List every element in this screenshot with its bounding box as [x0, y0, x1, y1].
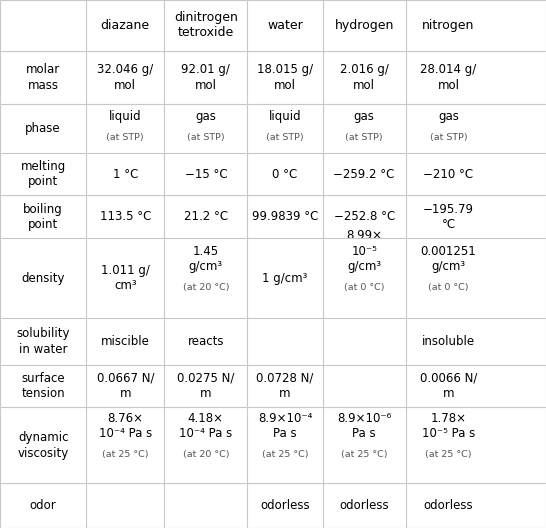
- Text: (at STP): (at STP): [266, 134, 304, 143]
- Text: miscible: miscible: [101, 335, 150, 348]
- Text: 8.99×
10⁻⁵
g/cm³: 8.99× 10⁻⁵ g/cm³: [346, 229, 382, 273]
- Text: (at 0 °C): (at 0 °C): [344, 283, 384, 292]
- Text: 8.9×10⁻⁴
Pa s: 8.9×10⁻⁴ Pa s: [258, 412, 312, 440]
- Text: odorless: odorless: [260, 499, 310, 512]
- Text: nitrogen: nitrogen: [423, 19, 474, 32]
- Text: reacts: reacts: [188, 335, 224, 348]
- Text: liquid: liquid: [269, 110, 301, 124]
- Text: water: water: [267, 19, 303, 32]
- Text: odor: odor: [30, 499, 56, 512]
- Text: (at STP): (at STP): [346, 134, 383, 143]
- Text: (at STP): (at STP): [430, 134, 467, 143]
- Text: (at 25 °C): (at 25 °C): [425, 450, 472, 459]
- Text: 0 °C: 0 °C: [272, 167, 298, 181]
- Text: −15 °C: −15 °C: [185, 167, 227, 181]
- Text: phase: phase: [25, 122, 61, 135]
- Text: 28.014 g/
mol: 28.014 g/ mol: [420, 63, 477, 91]
- Text: density: density: [21, 271, 65, 285]
- Text: 21.2 °C: 21.2 °C: [184, 210, 228, 223]
- Text: 1 °C: 1 °C: [112, 167, 138, 181]
- Text: 99.9839 °C: 99.9839 °C: [252, 210, 318, 223]
- Text: solubility
in water: solubility in water: [16, 327, 70, 355]
- Text: gas: gas: [438, 110, 459, 124]
- Text: dinitrogen
tetroxide: dinitrogen tetroxide: [174, 11, 238, 39]
- Text: boiling
point: boiling point: [23, 203, 63, 231]
- Text: 113.5 °C: 113.5 °C: [99, 210, 151, 223]
- Text: diazane: diazane: [101, 19, 150, 32]
- Text: −210 °C: −210 °C: [424, 167, 473, 181]
- Text: 8.76×
10⁻⁴ Pa s: 8.76× 10⁻⁴ Pa s: [99, 412, 152, 440]
- Text: 4.18×
10⁻⁴ Pa s: 4.18× 10⁻⁴ Pa s: [179, 412, 233, 440]
- Text: 1.45
g/cm³: 1.45 g/cm³: [189, 244, 223, 273]
- Text: −252.8 °C: −252.8 °C: [334, 210, 395, 223]
- Text: dynamic
viscosity: dynamic viscosity: [17, 431, 69, 459]
- Text: gas: gas: [195, 110, 216, 124]
- Text: 0.0667 N/
m: 0.0667 N/ m: [97, 372, 154, 400]
- Text: (at STP): (at STP): [187, 134, 224, 143]
- Text: 1.011 g/
cm³: 1.011 g/ cm³: [101, 264, 150, 293]
- Text: odorless: odorless: [424, 499, 473, 512]
- Text: surface
tension: surface tension: [21, 372, 65, 400]
- Text: (at 25 °C): (at 25 °C): [262, 450, 308, 459]
- Text: 2.016 g/
mol: 2.016 g/ mol: [340, 63, 389, 91]
- Text: 0.001251
g/cm³: 0.001251 g/cm³: [420, 244, 477, 273]
- Text: 0.0275 N/
m: 0.0275 N/ m: [177, 372, 235, 400]
- Text: (at STP): (at STP): [106, 134, 144, 143]
- Text: 0.0066 N/
m: 0.0066 N/ m: [420, 372, 477, 400]
- Text: hydrogen: hydrogen: [335, 19, 394, 32]
- Text: 18.015 g/
mol: 18.015 g/ mol: [257, 63, 313, 91]
- Text: (at 0 °C): (at 0 °C): [428, 283, 469, 292]
- Text: odorless: odorless: [340, 499, 389, 512]
- Text: −259.2 °C: −259.2 °C: [334, 167, 395, 181]
- Text: liquid: liquid: [109, 110, 141, 124]
- Text: 92.01 g/
mol: 92.01 g/ mol: [181, 63, 230, 91]
- Text: 32.046 g/
mol: 32.046 g/ mol: [97, 63, 153, 91]
- Text: 1.78×
10⁻⁵ Pa s: 1.78× 10⁻⁵ Pa s: [422, 412, 475, 440]
- Text: molar
mass: molar mass: [26, 63, 60, 91]
- Text: 8.9×10⁻⁶
Pa s: 8.9×10⁻⁶ Pa s: [337, 412, 391, 440]
- Text: (at 25 °C): (at 25 °C): [102, 450, 149, 459]
- Text: (at 20 °C): (at 20 °C): [182, 450, 229, 459]
- Text: (at 25 °C): (at 25 °C): [341, 450, 388, 459]
- Text: gas: gas: [354, 110, 375, 124]
- Text: insoluble: insoluble: [422, 335, 475, 348]
- Text: melting
point: melting point: [21, 160, 66, 188]
- Text: (at 20 °C): (at 20 °C): [182, 283, 229, 292]
- Text: 0.0728 N/
m: 0.0728 N/ m: [256, 372, 314, 400]
- Text: −195.79
°C: −195.79 °C: [423, 203, 474, 231]
- Text: 1 g/cm³: 1 g/cm³: [262, 271, 308, 285]
